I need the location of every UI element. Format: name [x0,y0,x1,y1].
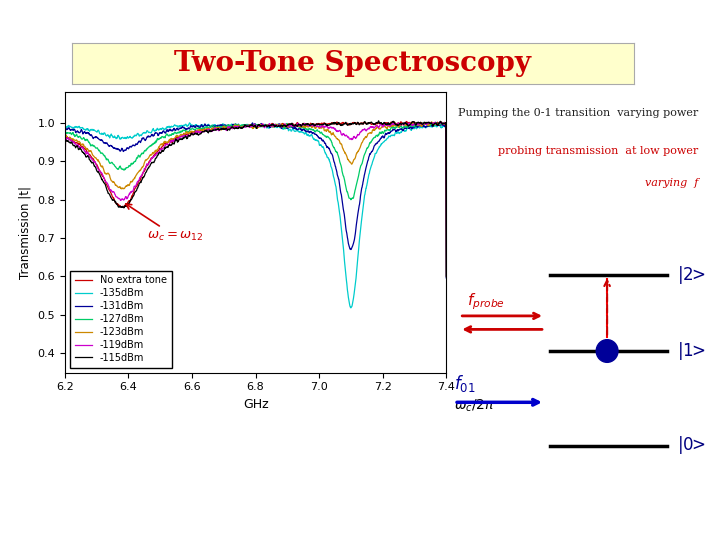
Text: probing transmission  at low power: probing transmission at low power [498,146,698,156]
No extra tone [442,274,451,280]
Text: $|0\!\!>$: $|0\!\!>$ [677,435,706,456]
-135dBm [60,276,69,283]
-131dBm [269,122,278,129]
-119dBm [437,119,446,125]
Line: -119dBm: -119dBm [65,122,446,286]
Line: -135dBm: -135dBm [65,123,446,308]
-135dBm [189,124,198,130]
-127dBm [226,123,235,130]
-127dBm [60,279,69,286]
Circle shape [596,340,618,362]
No extra tone [269,121,278,127]
-115dBm [125,200,133,207]
-119dBm [189,130,198,136]
No extra tone [125,198,133,204]
-119dBm [226,124,235,130]
X-axis label: GHz: GHz [243,398,269,411]
-115dBm [111,199,120,205]
-115dBm [189,132,198,138]
-131dBm [189,123,198,129]
-123dBm [189,129,198,135]
-119dBm [125,192,133,198]
No extra tone [402,118,411,125]
-123dBm [111,182,120,188]
Line: -115dBm: -115dBm [65,121,446,286]
-135dBm [185,119,194,126]
Text: $\omega_c = \omega_{12}$: $\omega_c = \omega_{12}$ [126,204,204,244]
Text: Quantum Device Physics: Quantum Device Physics [505,513,698,527]
Text: $f_{probe}$: $f_{probe}$ [467,291,505,312]
-115dBm [374,118,383,124]
No extra tone [189,129,198,136]
-123dBm [436,118,445,125]
-127dBm [111,163,120,170]
Text: $f_{01}$: $f_{01}$ [454,373,476,394]
Text: $|1\!\!>$: $|1\!\!>$ [677,340,706,362]
-123dBm [125,182,133,188]
-115dBm [269,122,278,128]
-135dBm [261,122,270,129]
Text: varying  f: varying f [645,178,698,188]
-135dBm [125,134,133,140]
-127dBm [442,273,451,280]
Text: Two-Tone Spectroscopy: Two-Tone Spectroscopy [174,50,531,77]
-131dBm [125,145,133,151]
Line: -123dBm: -123dBm [65,122,446,284]
-131dBm [442,275,451,281]
-131dBm [60,276,69,282]
-127dBm [261,123,269,129]
Text: Chalmers University of Technology: Chalmers University of Technology [482,14,698,26]
Text: MC: MC [11,504,51,528]
No extra tone [226,123,235,130]
No extra tone [261,122,269,129]
-119dBm [269,123,278,129]
-119dBm [60,282,69,289]
-123dBm [60,280,69,287]
-131dBm [261,123,270,129]
Legend: No extra tone, -135dBm, -131dBm, -127dBm, -123dBm, -119dBm, -115dBm: No extra tone, -135dBm, -131dBm, -127dBm… [70,271,171,368]
Y-axis label: Transmission |t|: Transmission |t| [19,186,32,279]
-115dBm [442,273,451,279]
-123dBm [226,124,235,131]
Line: -127dBm: -127dBm [65,123,446,282]
-123dBm [269,124,278,130]
-127dBm [269,123,278,130]
Line: No extra tone: No extra tone [65,122,446,285]
Text: $|2\!\!>$: $|2\!\!>$ [677,265,706,286]
-131dBm [248,120,257,126]
-127dBm [125,162,133,168]
-119dBm [111,192,120,198]
Text: Per Delsing: Per Delsing [321,513,399,527]
Text: Pumping the 0-1 transition  varying power: Pumping the 0-1 transition varying power [458,108,698,118]
Text: 2: 2 [49,514,60,532]
No extra tone [111,199,120,206]
-135dBm [111,134,120,140]
-135dBm [269,124,278,130]
-135dBm [442,274,451,281]
-131dBm [226,123,235,130]
Text: $\omega_c/2\pi$: $\omega_c/2\pi$ [454,398,495,414]
-119dBm [442,273,451,280]
-119dBm [261,122,269,129]
-115dBm [60,283,69,289]
-135dBm [226,123,235,130]
-115dBm [226,125,235,132]
-123dBm [261,123,269,129]
Line: -131dBm: -131dBm [65,123,446,279]
Text: CHALMERS: CHALMERS [14,11,117,29]
-127dBm [431,119,440,126]
-127dBm [189,126,198,132]
No extra tone [60,281,69,288]
-123dBm [442,273,451,279]
-131dBm [111,145,120,152]
-135dBm [346,305,355,311]
-115dBm [261,122,269,129]
